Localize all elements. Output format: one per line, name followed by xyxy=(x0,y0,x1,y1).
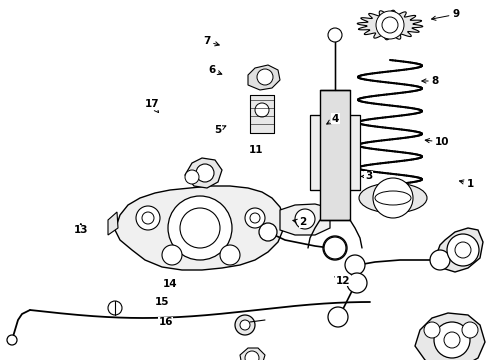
Polygon shape xyxy=(108,212,118,235)
Polygon shape xyxy=(248,65,280,90)
Text: 3: 3 xyxy=(361,171,372,181)
Circle shape xyxy=(376,11,404,39)
Circle shape xyxy=(250,213,260,223)
Circle shape xyxy=(108,301,122,315)
Polygon shape xyxy=(115,186,284,270)
Polygon shape xyxy=(415,313,485,360)
Text: 9: 9 xyxy=(432,9,459,20)
Circle shape xyxy=(345,255,365,275)
Circle shape xyxy=(323,236,347,260)
Text: 10: 10 xyxy=(425,137,450,147)
Circle shape xyxy=(240,320,250,330)
Circle shape xyxy=(347,273,367,293)
Bar xyxy=(310,115,360,190)
Circle shape xyxy=(430,250,450,270)
Bar xyxy=(320,90,350,220)
Circle shape xyxy=(235,315,255,335)
Circle shape xyxy=(196,164,214,182)
Polygon shape xyxy=(185,158,222,188)
Circle shape xyxy=(444,332,460,348)
Text: 1: 1 xyxy=(460,179,474,189)
Text: 14: 14 xyxy=(163,279,178,289)
Circle shape xyxy=(168,196,232,260)
Circle shape xyxy=(220,245,240,265)
Circle shape xyxy=(245,351,259,360)
Text: 2: 2 xyxy=(293,217,306,228)
Circle shape xyxy=(324,237,346,259)
Circle shape xyxy=(328,28,342,42)
Circle shape xyxy=(382,17,398,33)
Circle shape xyxy=(373,178,413,218)
Circle shape xyxy=(162,245,182,265)
Text: 4: 4 xyxy=(327,114,340,124)
Polygon shape xyxy=(357,10,423,40)
Text: 17: 17 xyxy=(145,99,159,113)
Circle shape xyxy=(325,138,345,158)
Text: 5: 5 xyxy=(215,125,226,135)
Circle shape xyxy=(434,322,470,358)
Circle shape xyxy=(259,223,277,241)
Circle shape xyxy=(328,307,348,327)
Text: 15: 15 xyxy=(154,297,169,307)
Text: 8: 8 xyxy=(422,76,439,86)
Text: 12: 12 xyxy=(335,276,350,286)
Circle shape xyxy=(7,335,17,345)
Text: 11: 11 xyxy=(249,145,264,156)
Circle shape xyxy=(136,206,160,230)
Ellipse shape xyxy=(375,191,411,205)
Circle shape xyxy=(447,234,479,266)
Bar xyxy=(250,95,274,133)
Text: 13: 13 xyxy=(74,224,88,235)
Polygon shape xyxy=(280,204,330,235)
Circle shape xyxy=(185,170,199,184)
Circle shape xyxy=(455,242,471,258)
Circle shape xyxy=(424,322,440,338)
Circle shape xyxy=(180,208,220,248)
Ellipse shape xyxy=(359,183,427,213)
Text: 6: 6 xyxy=(208,65,222,75)
Polygon shape xyxy=(240,348,265,360)
Circle shape xyxy=(255,103,269,117)
Circle shape xyxy=(142,212,154,224)
Text: 7: 7 xyxy=(203,36,219,46)
Circle shape xyxy=(245,208,265,228)
Circle shape xyxy=(295,209,315,229)
Circle shape xyxy=(462,322,478,338)
Text: 16: 16 xyxy=(158,317,173,327)
Polygon shape xyxy=(436,228,483,272)
Circle shape xyxy=(257,69,273,85)
